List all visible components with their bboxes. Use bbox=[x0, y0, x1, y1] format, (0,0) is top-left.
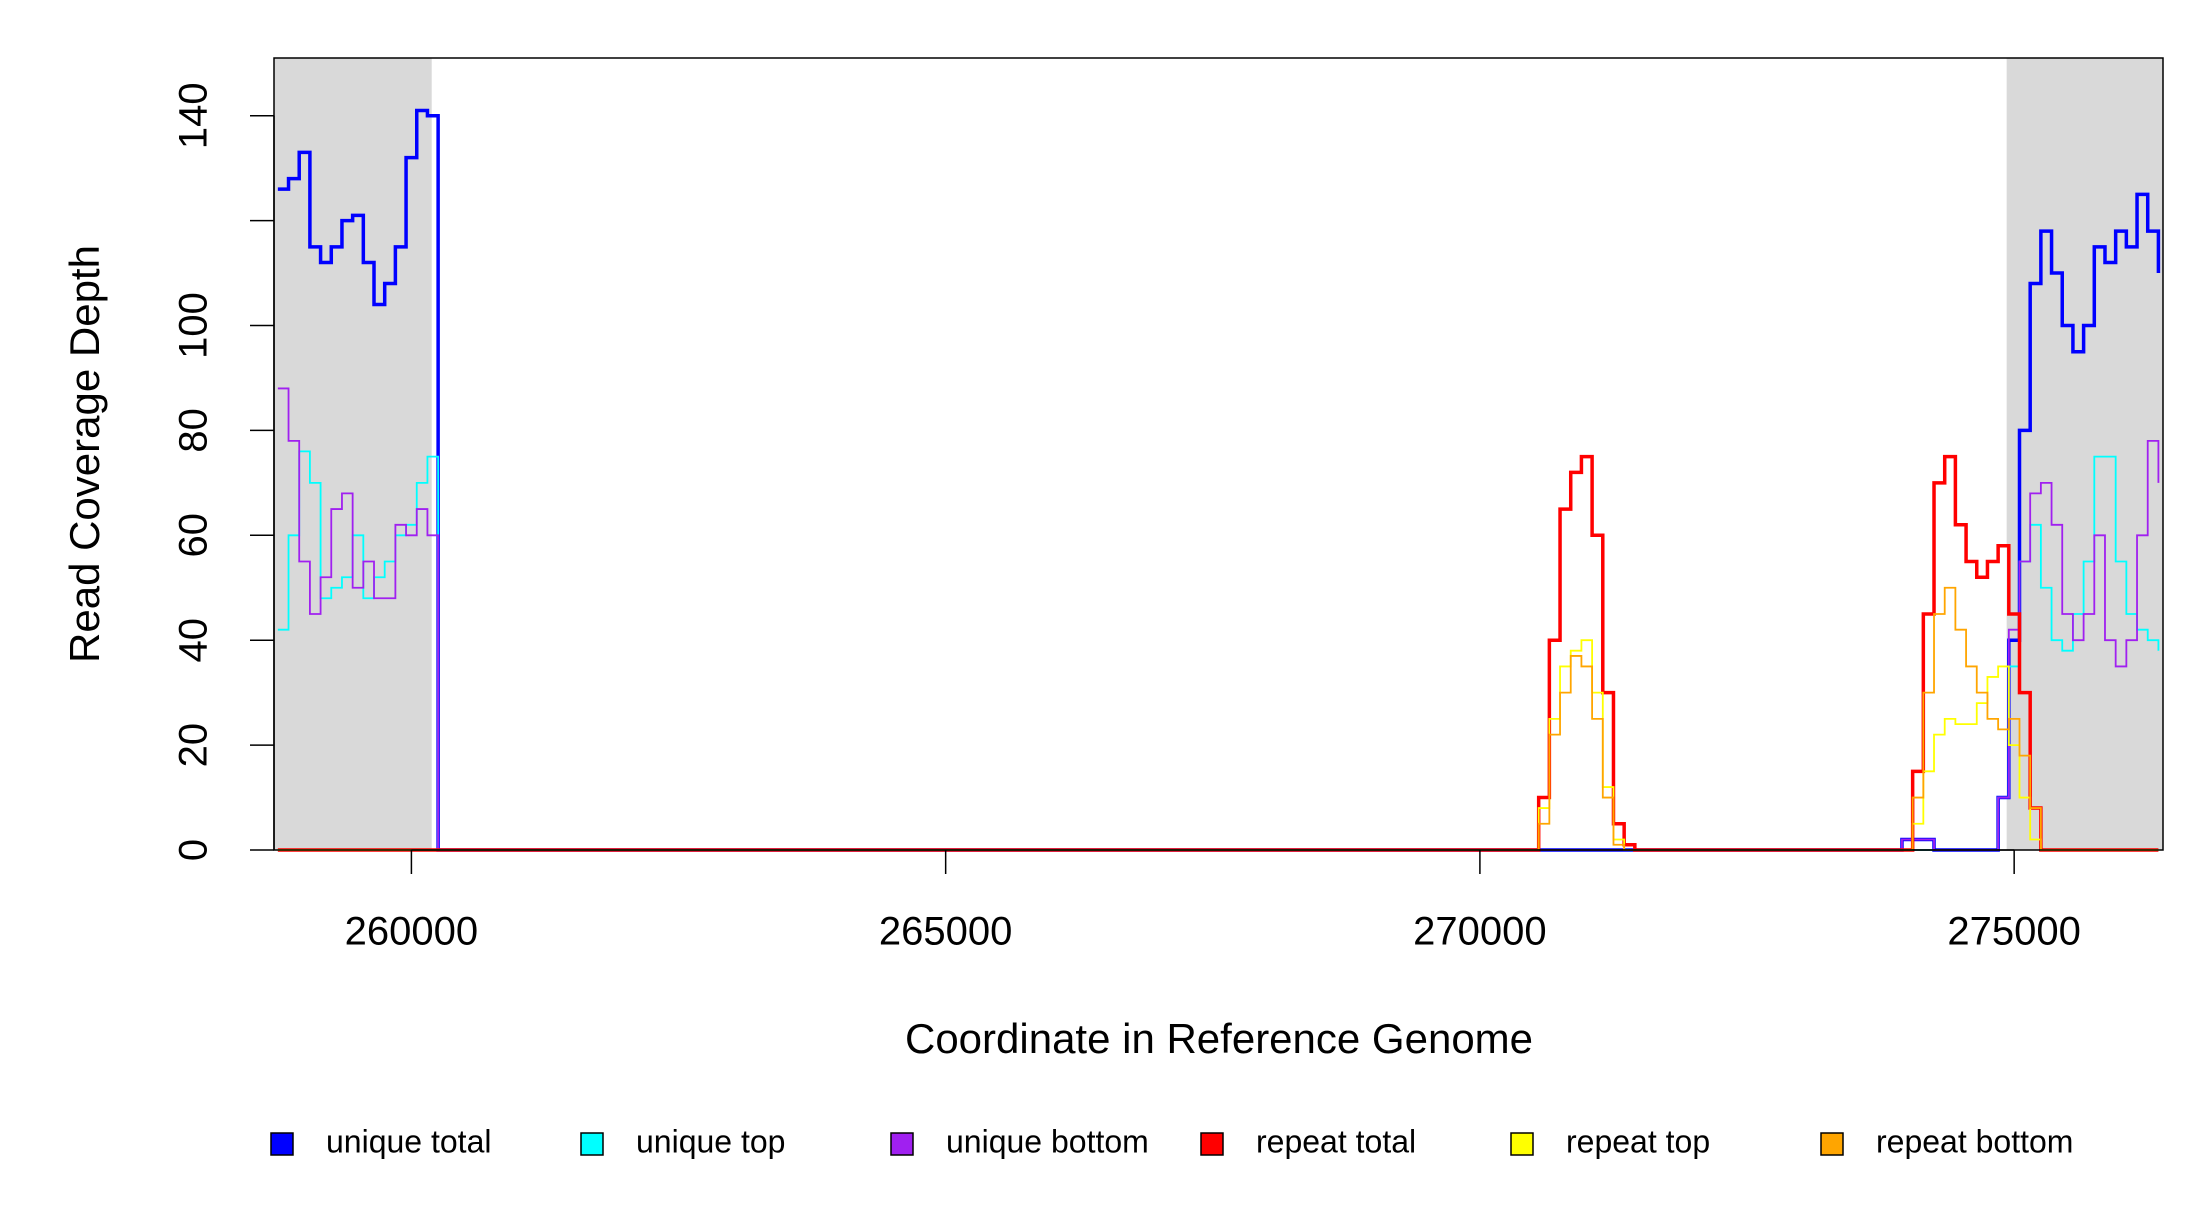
legend-label: repeat bottom bbox=[1876, 1123, 2073, 1159]
y-tick-label: 80 bbox=[172, 408, 216, 453]
series-line bbox=[277, 639, 2159, 851]
legend-label: repeat total bbox=[1256, 1123, 1416, 1159]
legend-swatch bbox=[580, 1132, 604, 1156]
x-tick-label: 270000 bbox=[1413, 910, 1546, 954]
y-tick-label: 60 bbox=[172, 513, 216, 558]
y-tick-label: 20 bbox=[172, 723, 216, 768]
y-tick-label: 140 bbox=[172, 82, 216, 149]
legend-swatch bbox=[1820, 1132, 1844, 1156]
plot-border bbox=[273, 57, 2164, 851]
series-line bbox=[277, 454, 2159, 852]
y-axis-title: Read Coverage Depth bbox=[61, 245, 108, 663]
x-tick-label: 275000 bbox=[1947, 910, 2080, 954]
legend-swatch bbox=[1200, 1132, 1224, 1156]
y-tick-label: 40 bbox=[172, 618, 216, 663]
legend-swatch bbox=[890, 1132, 914, 1156]
series-line bbox=[277, 586, 2159, 851]
legend-label: unique top bbox=[636, 1123, 785, 1159]
x-axis-title: Coordinate in Reference Genome bbox=[905, 1015, 1533, 1062]
x-tick-label: 265000 bbox=[879, 910, 1012, 954]
series-line bbox=[277, 108, 2161, 852]
legend-label: unique total bbox=[326, 1123, 491, 1159]
y-tick-label: 100 bbox=[172, 292, 216, 359]
series-line bbox=[277, 387, 2160, 851]
shaded-region bbox=[2006, 58, 2163, 850]
legend-swatch bbox=[270, 1132, 294, 1156]
legend-label: repeat top bbox=[1566, 1123, 1710, 1159]
y-tick-label: 0 bbox=[172, 839, 216, 861]
x-tick-label: 260000 bbox=[345, 910, 478, 954]
series-line bbox=[277, 450, 2160, 851]
legend-label: unique bottom bbox=[946, 1123, 1149, 1159]
legend-swatch bbox=[1510, 1132, 1534, 1156]
